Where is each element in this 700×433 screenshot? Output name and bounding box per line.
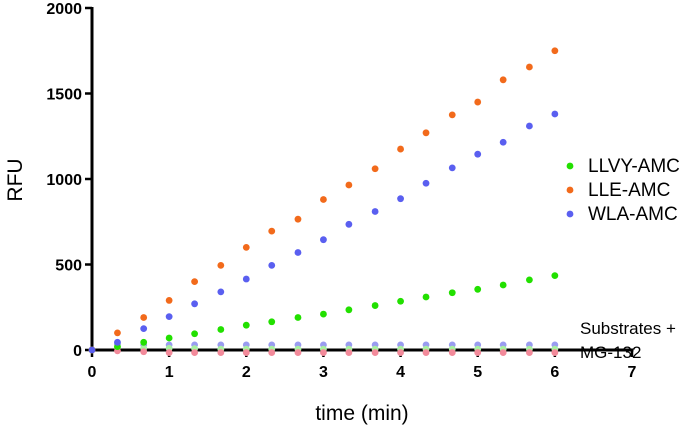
data-point bbox=[294, 215, 302, 223]
y-ticks: 0 500 1000 1500 2000 bbox=[46, 1, 92, 360]
data-point bbox=[422, 179, 430, 187]
x-tick-label: 2 bbox=[242, 364, 251, 381]
data-point bbox=[268, 227, 276, 235]
data-point bbox=[217, 349, 225, 356]
data-point bbox=[551, 272, 559, 280]
data-point bbox=[448, 349, 456, 356]
data-point bbox=[140, 348, 148, 356]
data-point bbox=[551, 349, 559, 356]
data-point bbox=[474, 98, 482, 106]
data-point bbox=[191, 330, 199, 338]
data-point bbox=[165, 297, 173, 304]
y-axis-label: RFU bbox=[4, 158, 27, 201]
data-point bbox=[191, 349, 199, 356]
data-point bbox=[474, 285, 482, 293]
data-point bbox=[397, 195, 404, 203]
data-point bbox=[217, 288, 225, 296]
data-point bbox=[191, 278, 199, 285]
data-point bbox=[345, 181, 353, 189]
data-point bbox=[268, 349, 276, 356]
x-tick-label: 3 bbox=[319, 364, 328, 381]
data-point bbox=[191, 300, 199, 308]
data-point bbox=[448, 289, 456, 297]
data-point bbox=[422, 129, 430, 137]
data-point bbox=[165, 313, 173, 321]
data-point bbox=[268, 261, 276, 269]
x-tick-label: 7 bbox=[628, 364, 637, 381]
data-point bbox=[320, 349, 327, 356]
data-point bbox=[242, 275, 250, 283]
legend-label: LLVY-AMC bbox=[588, 156, 680, 177]
legend-label: WLA-AMC bbox=[588, 204, 678, 225]
legend-marker bbox=[566, 210, 574, 218]
data-point bbox=[397, 145, 404, 153]
data-point bbox=[474, 349, 482, 356]
y-tick-label: 0 bbox=[73, 343, 82, 360]
data-point bbox=[371, 208, 379, 215]
data-point bbox=[294, 314, 302, 321]
data-point bbox=[499, 76, 507, 84]
x-axis-label: time (min) bbox=[315, 402, 408, 425]
data-point bbox=[397, 297, 404, 305]
data-point bbox=[165, 334, 173, 342]
y-tick-label: 500 bbox=[55, 258, 82, 275]
data-point bbox=[242, 321, 250, 329]
data-point bbox=[526, 349, 533, 356]
data-point bbox=[114, 338, 121, 346]
data-point bbox=[422, 293, 430, 301]
legend-label: LLE-AMC bbox=[588, 180, 670, 201]
legend-marker bbox=[566, 186, 574, 194]
x-tick-label: 1 bbox=[165, 364, 174, 381]
data-point bbox=[242, 244, 250, 251]
data-points bbox=[88, 47, 559, 356]
data-point bbox=[88, 346, 96, 354]
data-point bbox=[140, 314, 148, 321]
data-point bbox=[320, 196, 327, 203]
data-point bbox=[140, 325, 148, 333]
x-tick-label: 0 bbox=[88, 364, 97, 381]
data-point bbox=[397, 349, 404, 356]
data-point bbox=[526, 122, 533, 130]
data-point bbox=[551, 47, 559, 55]
data-point bbox=[345, 220, 353, 228]
data-point bbox=[371, 302, 379, 309]
x-tick-label: 5 bbox=[473, 364, 482, 381]
legend: LLVY-AMC LLE-AMC WLA-AMC bbox=[566, 156, 680, 225]
x-tick-label: 4 bbox=[396, 364, 405, 381]
y-tick-label: 2000 bbox=[46, 1, 82, 18]
data-point bbox=[320, 310, 327, 318]
annotation-line-1: Substrates + bbox=[580, 319, 676, 338]
data-point bbox=[140, 338, 148, 346]
data-point bbox=[499, 281, 507, 289]
data-point bbox=[371, 349, 379, 356]
data-point bbox=[345, 349, 353, 356]
legend-marker bbox=[566, 162, 574, 170]
data-point bbox=[242, 349, 250, 356]
annotation-line-2: MG-132 bbox=[580, 343, 641, 362]
data-point bbox=[114, 329, 121, 337]
data-point bbox=[294, 349, 302, 356]
data-point bbox=[499, 138, 507, 146]
data-point bbox=[345, 306, 353, 314]
data-point bbox=[217, 326, 225, 333]
data-point bbox=[448, 111, 456, 119]
data-point bbox=[448, 164, 456, 172]
data-point bbox=[320, 236, 327, 244]
data-point bbox=[294, 249, 302, 256]
data-point bbox=[217, 261, 225, 269]
data-point bbox=[474, 150, 482, 158]
data-point bbox=[165, 349, 173, 356]
data-point bbox=[526, 276, 533, 284]
data-point bbox=[422, 349, 430, 356]
y-tick-label: 1500 bbox=[46, 87, 82, 104]
data-point bbox=[268, 318, 276, 326]
x-tick-label: 6 bbox=[550, 364, 559, 381]
data-point bbox=[526, 63, 533, 71]
data-point bbox=[499, 349, 507, 356]
data-point bbox=[551, 110, 559, 118]
data-point bbox=[371, 165, 379, 173]
y-tick-label: 1000 bbox=[46, 172, 82, 189]
